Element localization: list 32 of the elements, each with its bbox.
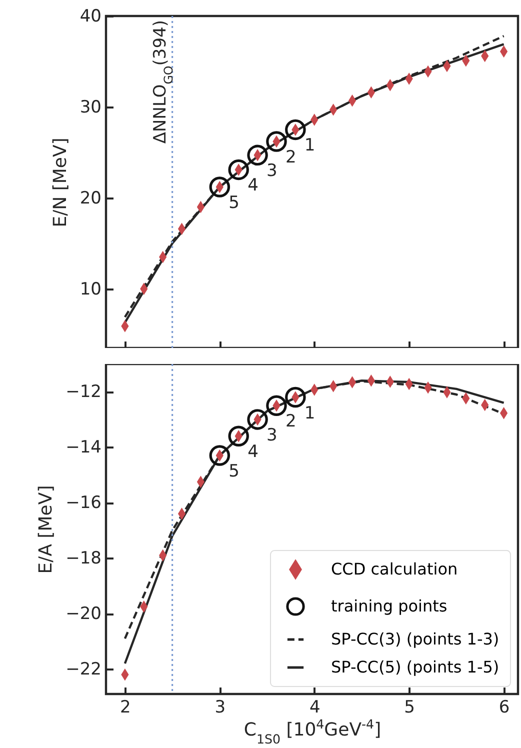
y-tick-label: 30 bbox=[80, 97, 102, 118]
y-axis-title: E/A [MeV] bbox=[36, 485, 57, 574]
x-axis-title: C$_{1S0}$ [10$^{4}$GeV$^{-4}$] bbox=[244, 716, 382, 746]
annotation: 5 bbox=[228, 462, 240, 482]
legend-label: CCD calculation bbox=[331, 560, 458, 578]
y-tick-label: −16 bbox=[66, 493, 102, 514]
y-tick-label: 20 bbox=[80, 188, 102, 208]
x-tick-label: 4 bbox=[309, 698, 320, 718]
legend-label: training points bbox=[331, 596, 448, 616]
legend-label: SP-CC(3) (points 1-3) bbox=[331, 630, 500, 648]
legend-label: SP-CC(5) (points 1-5) bbox=[331, 658, 500, 676]
y-axis-title: E/N [MeV] bbox=[50, 138, 71, 228]
y-tick-label: −22 bbox=[66, 660, 102, 680]
y-tick-label: −20 bbox=[66, 604, 102, 624]
y-tick-label: −18 bbox=[66, 548, 102, 569]
x-tick-label: 3 bbox=[214, 698, 226, 718]
annotation: 5 bbox=[228, 193, 240, 214]
annotation: 2 bbox=[285, 412, 296, 432]
annotation: 4 bbox=[248, 176, 258, 196]
y-tick-label: 10 bbox=[80, 279, 102, 300]
y-tick-label: −14 bbox=[66, 438, 102, 458]
annotation: 3 bbox=[266, 425, 278, 446]
annotation: 4 bbox=[248, 442, 258, 462]
x-tick-label: 6 bbox=[498, 698, 510, 718]
annotation: 1 bbox=[304, 403, 316, 424]
x-tick-label: 2 bbox=[120, 698, 131, 718]
annotation: 3 bbox=[266, 161, 278, 182]
y-tick-label: −12 bbox=[66, 382, 102, 402]
x-tick-label: 5 bbox=[404, 698, 415, 718]
y-tick-label: 40 bbox=[80, 6, 102, 26]
annotation: 2 bbox=[285, 148, 296, 168]
annotation: 1 bbox=[304, 136, 316, 156]
